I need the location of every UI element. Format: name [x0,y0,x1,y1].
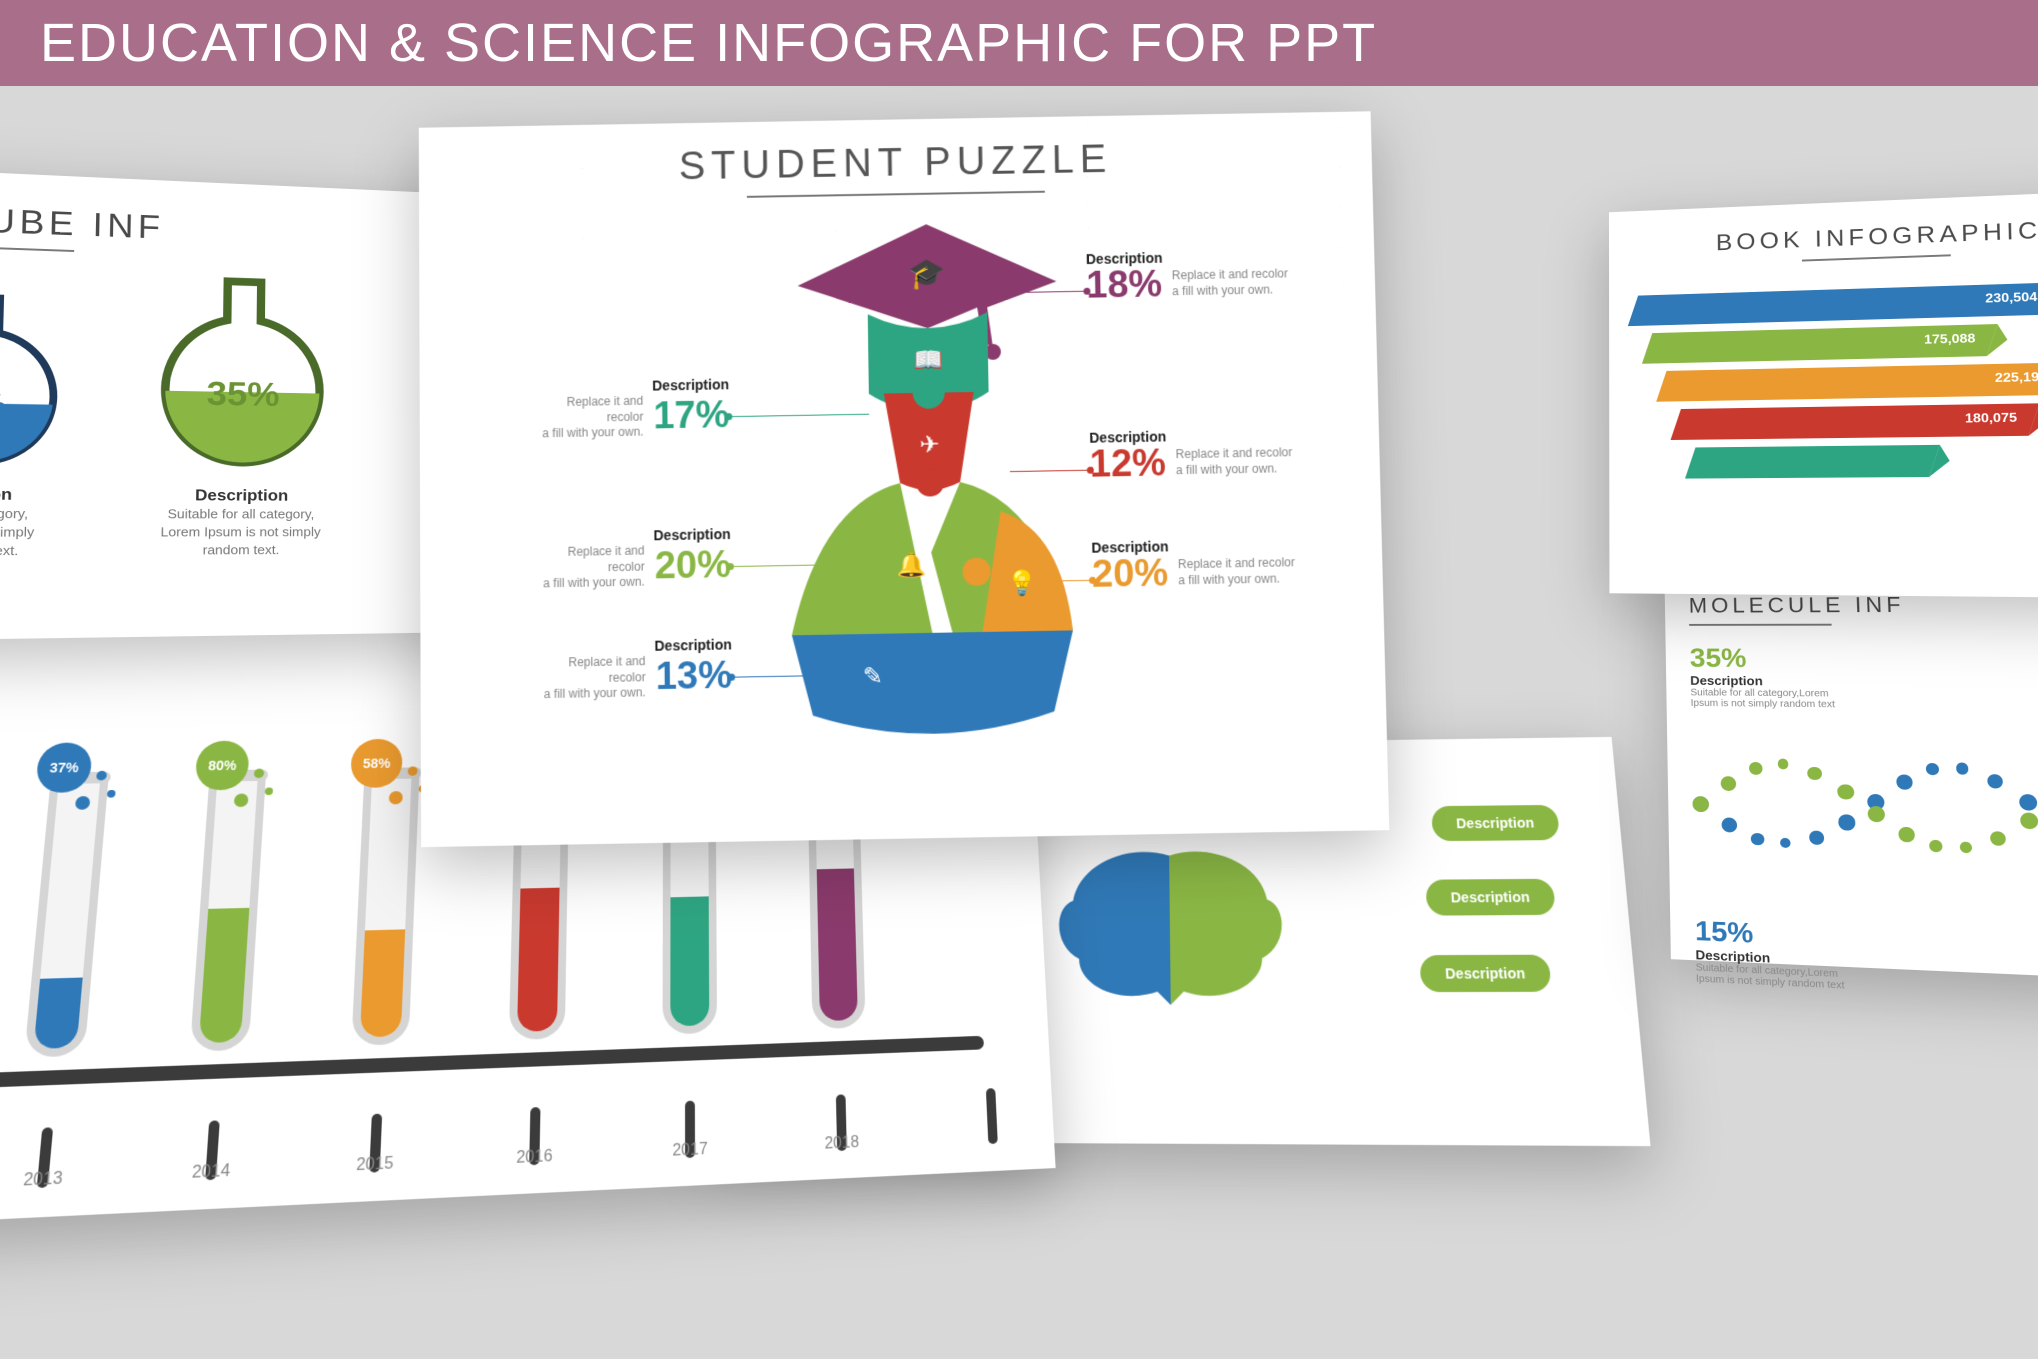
test-tube-0: 2013 [18,768,114,1076]
bubble-1: 80% [194,741,250,791]
helix-dot [2019,794,2037,811]
helix-dot [1838,815,1855,831]
helix-dot [1749,762,1762,775]
flask-icon: 0% [0,289,62,469]
helix-dot [1987,774,2003,789]
helix-dot [1807,767,1822,781]
flask-0: 0% cription for all category, sum is not… [0,288,95,561]
svg-text:📖: 📖 [913,347,943,374]
book-bar-1: 175,088 [1642,324,1997,364]
helix-dot [1896,774,1912,789]
book-bar-0: 230,504 [1628,282,2038,326]
segment-label-pencil: Description Replace it and recolor a fil… [531,636,732,703]
svg-text:✈: ✈ [919,431,940,458]
svg-text:0%: 0% [0,388,7,423]
molecule-item-0: 35% Description Suitable for all categor… [1689,643,2038,714]
bubble-small [265,787,274,795]
student-puzzle-figure: 🎓 📖 ✈ 🔔 💡 ✎ [727,211,1136,778]
svg-text:🔔: 🔔 [896,552,926,580]
helix-dot [1837,784,1854,800]
brain-pill-right-1: Description [1425,879,1556,916]
test-tube-2: 2015 [346,764,423,1064]
svg-text:✎: ✎ [863,663,884,691]
helix-dot [1926,763,1939,775]
student-title: STUDENT PUZZLE [449,133,1343,193]
flasks-row: 0% cription for all category, sum is not… [0,263,488,561]
tube-year: 2017 [672,1141,707,1161]
tube-year: 2015 [356,1155,394,1176]
helix-dot [1721,817,1737,832]
bubble-0: 37% [35,742,93,793]
tube-year: 2013 [22,1170,63,1191]
helix-dot [1751,833,1765,846]
segment-label-flask: Description Replace it and recolor a fil… [530,526,731,592]
segment-label-lamp: Description 20% Replace it and recolor a… [1091,536,1333,594]
title-rule [0,243,74,252]
brain-pill-right-2: Description [1419,955,1551,992]
tube-year: 2014 [191,1162,230,1183]
helix-dot [1809,831,1824,845]
helix-dot [1721,776,1737,791]
book-bar-2: 225,190 [1656,362,2038,401]
segment-label-cap: Description 18% Replace it and recolor a… [1086,247,1326,305]
helix [1691,738,2038,934]
helix-dot [1778,759,1789,769]
bubble-2: 58% [350,739,403,788]
brain-icon [1040,836,1304,1019]
slide-molecule: MOLECULE INF 35% Description Suitable fo… [1664,567,2038,984]
tube-year: 2018 [824,1134,859,1154]
flask-0-desc-title: cription [0,486,91,505]
header-title: EDUCATION & SCIENCE INFOGRAPHIC FOR PPT [40,13,1377,73]
segment-label-plane: Description 12% Replace it and recolor a… [1089,426,1330,484]
helix-dot [1990,831,2006,846]
book-bar-3: 180,075 [1671,403,2038,440]
slide-book: BOOK INFOGRAPHIC 230,504175,088225,19018… [1609,189,2038,599]
slides-canvas: LABTUBE INF 0% cription for all category… [0,86,2038,1355]
flask-1-desc: Suitable for all category, Lorem Ipsum i… [133,505,346,560]
header-bar: EDUCATION & SCIENCE INFOGRAPHIC FOR PPT [0,0,2038,86]
helix-dot [1929,840,1942,852]
title-rule [1802,254,1951,261]
brain-pill-right-0: Description [1431,805,1560,841]
helix-dot [2020,813,2038,830]
mol-0-pct: 35% [1689,643,2038,676]
book-bars: 230,504175,088225,190180,075 [1633,280,2038,479]
book-bar-4 [1685,445,1940,479]
book-title: BOOK INFOGRAPHIC [1633,214,2038,260]
svg-text:🎓: 🎓 [908,258,946,291]
bubble-small [107,790,116,798]
flask-1-desc-title: Description [134,487,346,506]
molecule-item-1: 15% Description Suitable for all categor… [1695,915,2038,1008]
flask-0-desc: for all category, sum is not simply rand… [0,504,91,561]
test-tube-1: 2014 [184,766,270,1070]
flask-1: 35% Description Suitable for all categor… [133,272,347,560]
rack-leg [986,1088,998,1144]
helix-dot [1780,838,1791,849]
segment-label-book: Description Replace it and recolor a fil… [529,376,729,442]
svg-text:💡: 💡 [1007,569,1037,598]
title-rule [747,191,1045,198]
helix-dot [1956,763,1969,775]
mol-0-desc: Suitable for all category,Lorem Ipsum is… [1690,688,2038,714]
flask-icon: 35% [157,273,328,472]
title-rule [1689,624,1831,626]
svg-text:35%: 35% [206,375,279,414]
helix-dot [1898,827,1914,842]
tube-year: 2016 [516,1148,553,1168]
helix-dot [1692,796,1709,812]
helix-dot [1960,841,1973,853]
helix-dot [1867,806,1885,822]
slide-student-puzzle: STUDENT PUZZLE [419,111,1389,847]
student-body: 🎓 📖 ✈ 🔔 💡 ✎ Description 18% Replace it a… [449,207,1358,782]
